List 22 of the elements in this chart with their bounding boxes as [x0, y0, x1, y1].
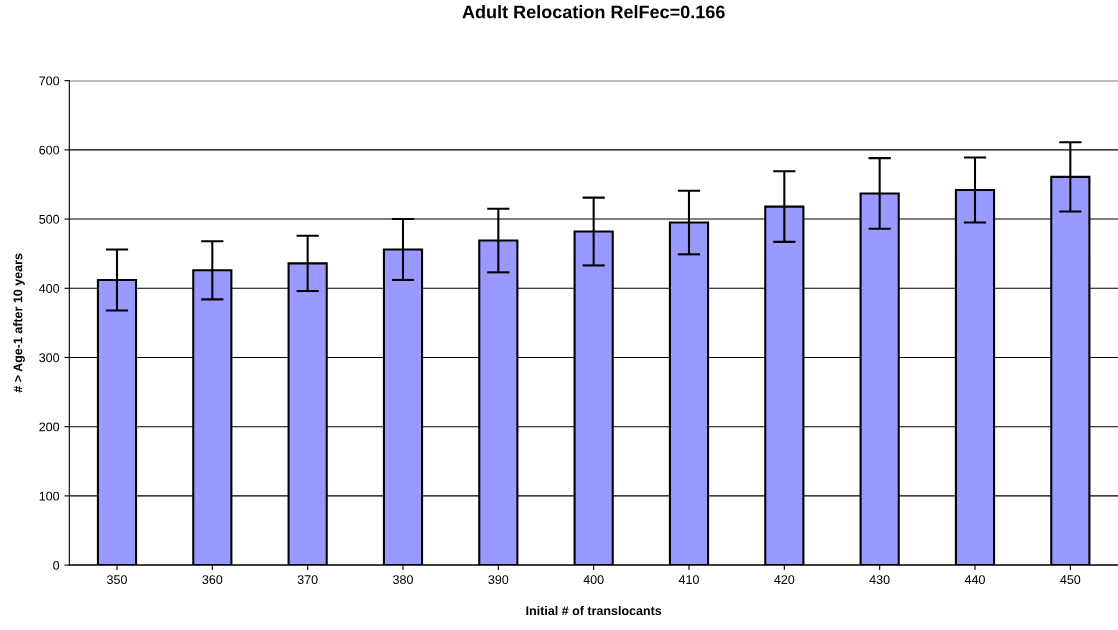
chart-title: Adult Relocation RelFec=0.166	[462, 5, 725, 19]
y-tick-label: 500	[39, 214, 60, 224]
x-tick-label: 430	[869, 575, 890, 585]
y-tick-label: 300	[39, 353, 60, 363]
x-tick-label: 410	[678, 575, 699, 585]
y-tick-label: 100	[39, 491, 60, 501]
x-tick-label: 350	[107, 575, 127, 585]
x-tick-label: 420	[774, 575, 795, 585]
y-tick-label: 0	[53, 560, 60, 570]
x-tick-label: 380	[393, 575, 413, 585]
x-tick-label: 370	[297, 575, 318, 585]
x-tick-label: 400	[583, 575, 604, 585]
y-tick-label: 200	[39, 422, 60, 432]
x-tick-label: 450	[1060, 575, 1081, 585]
y-tick-label: 400	[39, 284, 60, 293]
x-tick-label: 390	[488, 575, 509, 585]
x-tick-label: 360	[202, 575, 223, 585]
y-tick-label: 700	[39, 76, 60, 86]
x-tick-label: 440	[964, 575, 985, 585]
y-tick-label: 600	[39, 145, 60, 155]
y-axis-title: # > Age-1 after 10 years	[13, 253, 25, 393]
x-axis-title: Initial # of translocants	[526, 605, 662, 616]
